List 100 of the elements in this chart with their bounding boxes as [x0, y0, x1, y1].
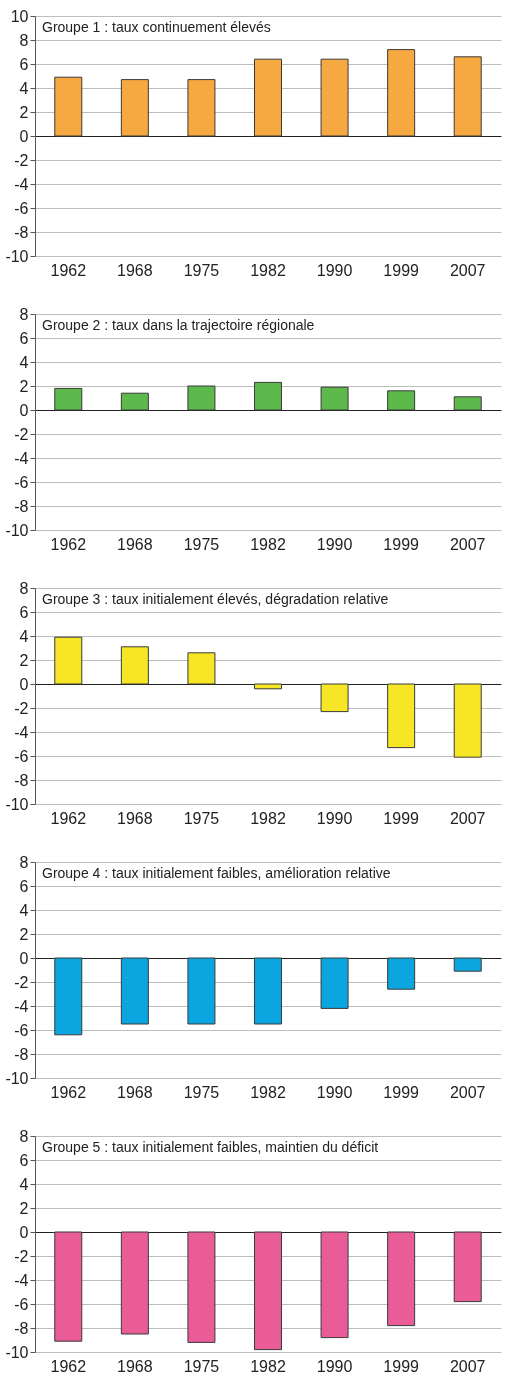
- y-tick-label: 2: [19, 103, 29, 121]
- y-tick-label: 8: [19, 1127, 29, 1145]
- chart-title: Groupe 2 : taux dans la trajectoire régionale: [42, 317, 315, 333]
- x-tick-label: 1975: [183, 535, 220, 553]
- y-tick-label: 6: [19, 1151, 29, 1169]
- y-tick-label: -8: [14, 771, 29, 789]
- bar: [320, 683, 349, 713]
- x-tick-label: 1962: [50, 1357, 87, 1375]
- y-tick-label: -8: [14, 1319, 29, 1337]
- chart-title: Groupe 3 : taux initialement élevés, dégradation relative: [42, 591, 389, 607]
- y-tick-label: -2: [14, 973, 29, 991]
- chart-title: Groupe 4 : taux initialement faibles, amélioration relative: [42, 865, 391, 881]
- y-tick-label: -8: [14, 223, 29, 241]
- bar: [320, 386, 349, 411]
- bar: [187, 385, 216, 411]
- chart-title: Groupe 1 : taux continuement élevés: [42, 19, 271, 35]
- y-tick-label: 0: [19, 1223, 29, 1241]
- y-tick-label: -4: [14, 723, 29, 741]
- bar: [387, 49, 416, 137]
- bar: [453, 56, 482, 137]
- y-tick-label: 8: [19, 853, 29, 871]
- y-tick-label: 2: [19, 651, 29, 669]
- y-tick-label: -8: [14, 497, 29, 515]
- y-tick-label: -2: [14, 699, 29, 717]
- x-tick-label: 1999: [383, 535, 420, 553]
- y-tick-label: 2: [19, 925, 29, 943]
- y-tick-label: -10: [5, 247, 29, 265]
- y-tick-label: 0: [19, 949, 29, 967]
- bar: [54, 636, 83, 685]
- bar: [453, 683, 482, 758]
- y-tick-label: -6: [14, 1021, 29, 1039]
- y-tick-label: -2: [14, 151, 29, 169]
- y-tick-label: -2: [14, 425, 29, 443]
- y-tick-label: 0: [19, 675, 29, 693]
- x-tick-label: 1962: [50, 1083, 87, 1101]
- bar: [54, 76, 83, 137]
- x-tick-label: 1982: [250, 1083, 286, 1101]
- x-tick-label: 1982: [250, 1357, 286, 1375]
- x-tick-label: 1962: [50, 261, 87, 279]
- y-tick-label: 6: [19, 877, 29, 895]
- x-tick-label: 1999: [383, 1083, 420, 1101]
- x-tick-label: 1968: [117, 809, 153, 827]
- x-tick-label: 1975: [183, 809, 220, 827]
- y-tick-label: 6: [19, 55, 29, 73]
- x-tick-label: 1990: [316, 1357, 353, 1375]
- x-tick-label: 1999: [383, 809, 420, 827]
- y-tick-label: 8: [19, 31, 29, 49]
- bar: [54, 387, 83, 411]
- bar: [387, 390, 416, 411]
- y-tick-label: -6: [14, 199, 29, 217]
- x-tick-label: 2007: [449, 1083, 486, 1101]
- x-tick-label: 1968: [117, 535, 153, 553]
- y-tick-label: 4: [19, 901, 29, 919]
- x-tick-label: 1990: [316, 809, 353, 827]
- x-tick-label: 1999: [383, 1357, 420, 1375]
- y-tick-label: -8: [14, 1045, 29, 1063]
- x-tick-label: 1975: [183, 1083, 220, 1101]
- x-tick-label: 1990: [316, 535, 353, 553]
- x-tick-label: 1968: [117, 261, 153, 279]
- bar: [387, 683, 416, 749]
- y-tick-label: -4: [14, 997, 29, 1015]
- y-tick-label: 6: [19, 603, 29, 621]
- y-tick-label: -2: [14, 1247, 29, 1265]
- bar: [187, 79, 216, 137]
- bar: [187, 652, 216, 685]
- y-tick-label: 8: [19, 305, 29, 323]
- x-tick-label: 1982: [250, 261, 286, 279]
- y-tick-label: -6: [14, 473, 29, 491]
- y-tick-label: 4: [19, 627, 29, 645]
- x-tick-label: 2007: [449, 535, 486, 553]
- y-tick-label: 4: [19, 79, 29, 97]
- bar: [120, 392, 149, 411]
- bar: [120, 79, 149, 137]
- y-tick-label: 10: [10, 7, 29, 25]
- y-tick-label: 2: [19, 1199, 29, 1217]
- y-tick-label: -10: [5, 795, 29, 813]
- x-tick-label: 1990: [316, 261, 353, 279]
- y-tick-label: 4: [19, 1175, 29, 1193]
- y-tick-label: -4: [14, 1271, 29, 1289]
- x-tick-label: 2007: [449, 809, 486, 827]
- x-tick-label: 1975: [183, 1357, 220, 1375]
- y-tick-label: 0: [19, 127, 29, 145]
- y-tick-label: -10: [5, 1069, 29, 1087]
- bar: [254, 381, 282, 411]
- y-tick-label: -6: [14, 1295, 29, 1313]
- y-tick-label: -4: [14, 175, 29, 193]
- x-tick-label: 2007: [449, 1357, 486, 1375]
- y-tick-label: 0: [19, 401, 29, 419]
- bar: [453, 396, 482, 411]
- y-tick-label: 4: [19, 353, 29, 371]
- x-tick-label: 1962: [50, 809, 87, 827]
- y-tick-label: 2: [19, 377, 29, 395]
- x-tick-label: 1968: [117, 1357, 153, 1375]
- y-tick-label: -4: [14, 449, 29, 467]
- x-tick-label: 1975: [183, 261, 220, 279]
- chart-title: Groupe 5 : taux initialement faibles, maintien du déficit: [42, 1139, 379, 1155]
- y-tick-label: 6: [19, 329, 29, 347]
- y-tick-label: -10: [5, 521, 29, 539]
- x-tick-label: 1990: [316, 1083, 353, 1101]
- bar: [320, 58, 349, 137]
